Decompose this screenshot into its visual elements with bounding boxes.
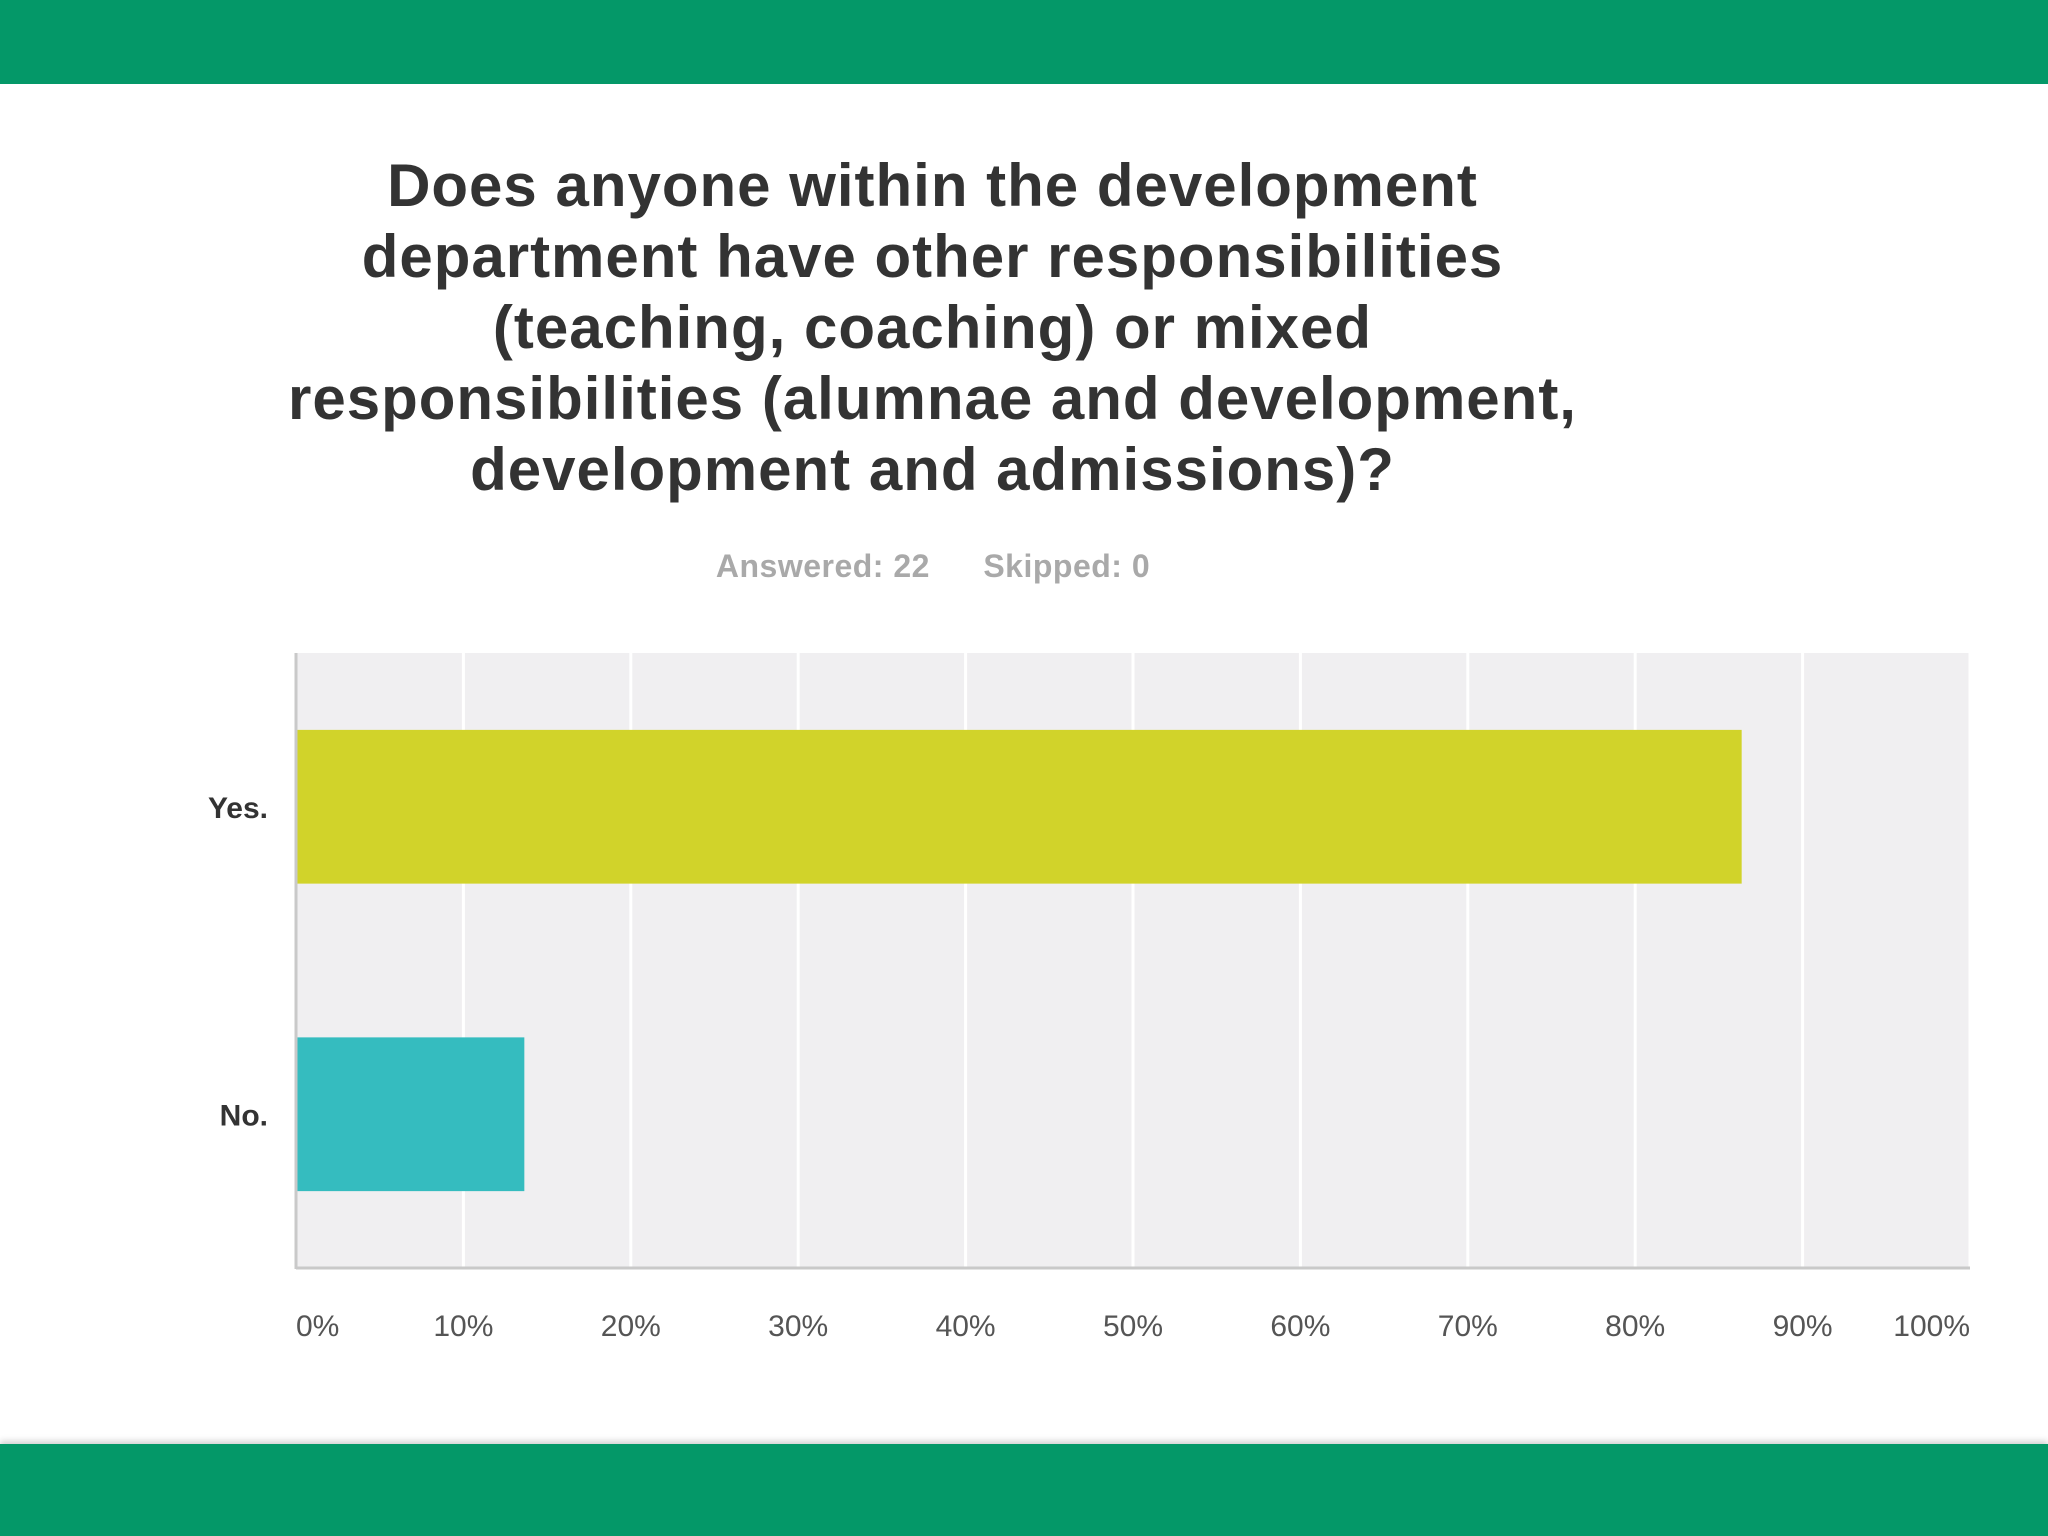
answered-count: Answered: 22 xyxy=(715,548,930,584)
x-tick-label-60: 60% xyxy=(1270,1310,1330,1343)
title-line-4: responsibilities (alumnae and developmen… xyxy=(288,365,1577,432)
title-line-3: (teaching, coaching) or mixed xyxy=(492,294,1373,361)
title-line-2: department have other responsibilities xyxy=(361,223,1504,290)
category-label-yes: Yes. xyxy=(208,792,268,825)
x-tick-label-30: 30% xyxy=(768,1310,828,1343)
title-line-5: development and admissions)? xyxy=(470,436,1395,503)
x-tick-label-40: 40% xyxy=(936,1310,996,1343)
x-tick-label-70: 70% xyxy=(1438,1310,1498,1343)
skipped-count: Skipped: 0 xyxy=(983,548,1151,584)
x-tick-label-10: 10% xyxy=(433,1310,493,1343)
x-tick-label-100: 100% xyxy=(1893,1310,1970,1343)
bottom-band xyxy=(0,1444,2048,1536)
category-label-no: No. xyxy=(220,1099,268,1132)
bar-no xyxy=(296,1037,525,1192)
bar-yes xyxy=(296,729,1742,884)
x-tick-label-90: 90% xyxy=(1773,1310,1833,1343)
chart-title: Does anyone within the development depar… xyxy=(130,150,1735,505)
x-tick-label-0: 0% xyxy=(296,1310,339,1343)
response-stats: Answered: 22 Skipped: 0 xyxy=(0,548,1866,585)
x-tick-label-50: 50% xyxy=(1103,1310,1163,1343)
x-tick-label-20: 20% xyxy=(601,1310,661,1343)
top-band xyxy=(0,0,2048,84)
title-line-1: Does anyone within the development xyxy=(387,152,1478,219)
bar-chart: Yes. No. 0% 10% 20% 30% 40% 50% 60% 70% 80% 90% 100% xyxy=(208,653,1972,1343)
x-tick-label-80: 80% xyxy=(1605,1310,1665,1343)
